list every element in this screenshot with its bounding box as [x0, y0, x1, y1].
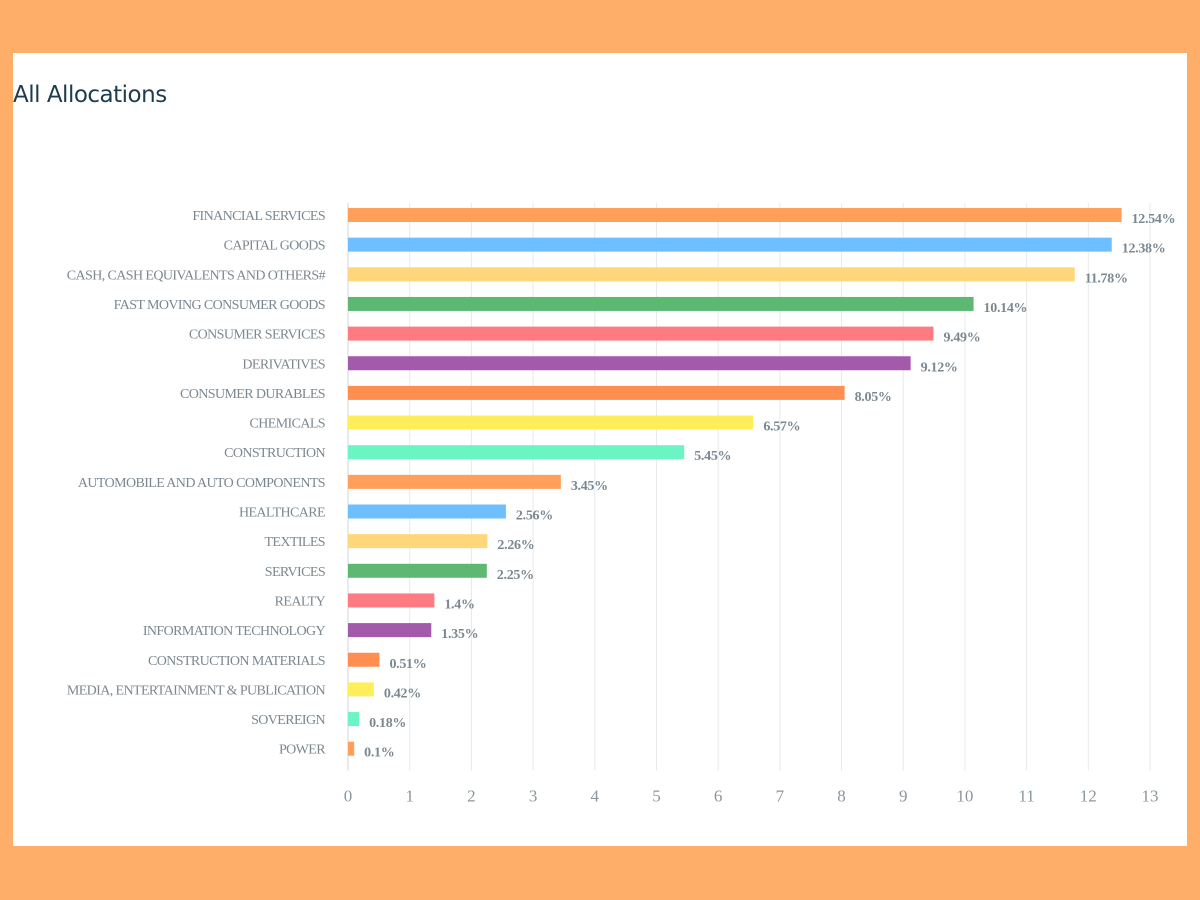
- value-label: 0.42%: [384, 686, 421, 701]
- value-label: 0.1%: [364, 746, 394, 761]
- bar-chart: FINANCIAL SERVICES CAPITAL GOODS CASH, CAS…: [67, 203, 1176, 805]
- category-label: TEXTILES: [264, 535, 325, 550]
- value-label: 2.25%: [497, 568, 534, 583]
- value-label: 0.18%: [369, 716, 406, 731]
- category-label: HEALTHCARE: [239, 506, 325, 521]
- x-tick-label: 11: [1018, 786, 1034, 805]
- value-label: 12.54%: [1132, 212, 1176, 227]
- chart-panel: All Allocations FINANCIAL SERVICES CAPITA…: [13, 53, 1187, 846]
- value-label: 6.57%: [763, 420, 800, 435]
- bar[interactable]: [348, 563, 487, 578]
- value-label: 9.49%: [943, 331, 980, 346]
- category-label: POWER: [279, 743, 326, 758]
- x-tick-label: 4: [591, 786, 600, 805]
- x-tick-label: 0: [344, 786, 353, 805]
- category-label: INFORMATION TECHNOLOGY: [143, 624, 326, 639]
- value-label: 3.45%: [571, 479, 608, 494]
- page-title: All Allocations: [13, 82, 167, 108]
- bar[interactable]: [348, 445, 685, 460]
- category-label: CONSTRUCTION: [224, 446, 325, 461]
- bar[interactable]: [348, 652, 380, 667]
- bar[interactable]: [348, 682, 374, 697]
- value-label: 12.38%: [1122, 242, 1166, 257]
- value-label: 0.51%: [389, 657, 426, 672]
- bar[interactable]: [348, 356, 911, 371]
- x-tick-label: 12: [1080, 786, 1097, 805]
- category-label: SERVICES: [265, 565, 325, 580]
- x-tick-label: 9: [899, 786, 908, 805]
- value-label: 5.45%: [694, 449, 731, 464]
- x-tick-label: 6: [714, 786, 723, 805]
- x-tick-label: 8: [837, 786, 846, 805]
- value-label: 9.12%: [921, 360, 958, 375]
- value-label: 2.26%: [497, 538, 534, 553]
- category-label: CASH, CASH EQUIVALENTS AND OTHERS#: [67, 268, 326, 283]
- value-label: 11.78%: [1085, 271, 1128, 286]
- x-tick-label: 10: [956, 786, 973, 805]
- category-label: FAST MOVING CONSUMER GOODS: [114, 298, 325, 313]
- x-tick-label: 5: [652, 786, 661, 805]
- category-label: CONSUMER SERVICES: [189, 328, 325, 343]
- category-label: CONSTRUCTION MATERIALS: [148, 654, 325, 669]
- bar[interactable]: [348, 208, 1122, 222]
- bars: [348, 208, 1122, 756]
- x-axis-ticks: 0 1 2 3 4 5 6 7 8 9 10 11 12 13: [344, 786, 1159, 805]
- bar[interactable]: [348, 534, 488, 549]
- bar[interactable]: [348, 296, 974, 311]
- category-labels: FINANCIAL SERVICES CAPITAL GOODS CASH, CAS…: [67, 209, 327, 758]
- bar[interactable]: [348, 415, 754, 430]
- bar[interactable]: [348, 326, 934, 341]
- x-tick-label: 3: [529, 786, 538, 805]
- category-label: SOVEREIGN: [251, 713, 325, 728]
- category-label: DERIVATIVES: [242, 357, 325, 372]
- x-tick-label: 7: [776, 786, 785, 805]
- value-label: 1.4%: [444, 597, 474, 612]
- value-label: 2.56%: [516, 509, 553, 524]
- bar[interactable]: [348, 712, 360, 727]
- bar[interactable]: [348, 385, 845, 400]
- bar[interactable]: [348, 474, 561, 489]
- category-label: FINANCIAL SERVICES: [192, 209, 325, 224]
- bar[interactable]: [348, 623, 432, 638]
- x-tick-label: 2: [467, 786, 476, 805]
- category-label: CHEMICALS: [250, 417, 326, 432]
- category-label: AUTOMOBILE AND AUTO COMPONENTS: [78, 476, 325, 491]
- value-label: 10.14%: [984, 301, 1028, 316]
- category-label: REALTY: [275, 594, 326, 609]
- bar[interactable]: [348, 267, 1075, 282]
- category-label: CONSUMER DURABLES: [180, 387, 325, 402]
- bar[interactable]: [348, 741, 355, 756]
- category-label: CAPITAL GOODS: [224, 239, 325, 254]
- value-label: 8.05%: [855, 390, 892, 405]
- value-label: 1.35%: [441, 627, 478, 642]
- bar[interactable]: [348, 504, 506, 519]
- value-labels: 12.54% 12.38% 11.78% 10.14% 9.49% 9.12% 8.05% 6…: [364, 212, 1175, 761]
- bar[interactable]: [348, 593, 435, 608]
- x-tick-label: 1: [405, 786, 414, 805]
- category-label: MEDIA, ENTERTAINMENT & PUBLICATION: [67, 683, 326, 698]
- x-tick-label: 13: [1142, 786, 1159, 805]
- bar[interactable]: [348, 237, 1112, 252]
